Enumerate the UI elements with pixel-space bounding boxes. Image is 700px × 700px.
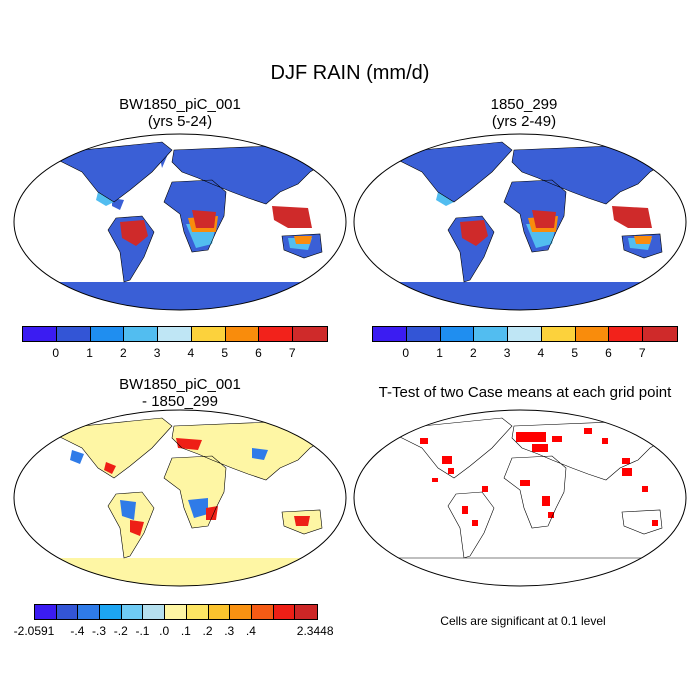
panel-title-case2-line2: (yrs 2-49) (491, 113, 557, 130)
figure-title: DJF RAIN (mm/d) (270, 62, 430, 84)
colorbar-tick-label: -.3 (92, 624, 107, 638)
colorbar-box (186, 605, 209, 619)
coastlines (381, 141, 671, 283)
panel-title-ttest: T-Test of two Case means at each grid po… (378, 384, 672, 401)
significant-cells (420, 428, 658, 526)
panel-title-diff-line1: BW1850_piC_001 (119, 376, 241, 393)
colorbar-tick-label: -.2 (113, 624, 128, 638)
colorbar-box (251, 605, 274, 619)
colorbar-box (406, 327, 441, 341)
colorbar-tick-label: 2 (469, 346, 477, 360)
colorbar-tick-label: .3 (224, 624, 235, 638)
map-diff (13, 409, 347, 587)
colorbar-tick-label: 0 (52, 346, 60, 360)
colorbar-box (474, 327, 509, 341)
colorbar-box (575, 327, 610, 341)
colorbar-box (35, 605, 57, 619)
colorbar-box (273, 605, 296, 619)
colorbar-tick-label: 1 (436, 346, 443, 360)
map-ttest (353, 409, 687, 587)
map-boundary (13, 409, 347, 587)
significance-note: Cells are significant at 0.1 level (440, 614, 606, 628)
coastlines (41, 417, 331, 559)
colorbar-box (643, 327, 677, 341)
colorbar-tick-label: 5 (221, 346, 228, 360)
colorbar-box (100, 605, 122, 619)
colorbar-tick-label: 7 (288, 346, 296, 360)
colorbar-box (90, 327, 125, 341)
diff-negative (70, 448, 268, 520)
colorbar-box (56, 327, 91, 341)
diff-positive (104, 438, 310, 536)
colorbar-tick-label: 1 (86, 346, 93, 360)
coastlines (41, 141, 331, 283)
colorbar-tick-label: -.4 (70, 624, 85, 638)
colorbar-box (609, 327, 644, 341)
panel-title-case1: BW1850_piC_001 (yrs 5-24) (80, 96, 280, 130)
colorbar-tick-label: 0 (402, 346, 410, 360)
colorbar-box (259, 327, 294, 341)
colorbar-diff (34, 604, 318, 620)
map-case2 (353, 133, 687, 311)
map-boundary (353, 409, 687, 587)
colorbar-box (124, 327, 159, 341)
colorbar-box (165, 605, 187, 619)
panel-title-diff: BW1850_piC_001 - 1850_299 (80, 376, 280, 410)
panel-title-case1-line1: BW1850_piC_001 (119, 96, 241, 113)
colorbar-box (56, 605, 79, 619)
colorbar-box (293, 327, 327, 341)
colorbar-tick-label: 5 (571, 346, 578, 360)
panel-title-case2-line1: 1850_299 (490, 96, 558, 113)
colorbar-box (541, 327, 576, 341)
panel-title-case2: 1850_299 (yrs 2-49) (424, 96, 624, 130)
colorbar-tick-label: -2.0591 (13, 624, 55, 638)
colorbar-box (143, 605, 166, 619)
colorbar-box (78, 605, 101, 619)
colorbar-tick-label: 4 (537, 346, 545, 360)
colorbar-tick-label: .0 (159, 624, 170, 638)
colorbar-box (373, 327, 407, 341)
colorbar-box (508, 327, 542, 341)
panel-title-diff-line2: - 1850_299 (142, 393, 218, 410)
colorbar-tick-label: 3 (503, 346, 511, 360)
colorbar-box (440, 327, 475, 341)
colorbar-tick-label: 3 (153, 346, 161, 360)
colorbar-box (225, 327, 260, 341)
colorbar-box (208, 605, 231, 619)
colorbar-tick-label: 7 (638, 346, 646, 360)
colorbar-case1 (22, 326, 328, 342)
colorbar-box (230, 605, 252, 619)
map-boundary (353, 133, 687, 311)
colorbar-tick-label: 4 (187, 346, 195, 360)
colorbar-case2 (372, 326, 678, 342)
colorbar-box (295, 605, 317, 619)
coastlines (381, 417, 671, 559)
colorbar-box (121, 605, 144, 619)
panel-title-case1-line2: (yrs 5-24) (147, 113, 213, 130)
colorbar-tick-label: -.1 (135, 624, 150, 638)
land-wet (120, 206, 312, 246)
colorbar-tick-label: 2.3448 (296, 624, 334, 638)
colorbar-tick-label: 6 (255, 346, 262, 360)
colorbar-tick-label: .2 (202, 624, 213, 638)
colorbar-box (158, 327, 192, 341)
colorbar-tick-label: 2 (119, 346, 127, 360)
land-wet (460, 206, 652, 246)
colorbar-tick-label: 6 (605, 346, 612, 360)
colorbar-tick-label: .4 (245, 624, 256, 638)
colorbar-box (191, 327, 226, 341)
colorbar-tick-label: .1 (180, 624, 191, 638)
map-case1 (13, 133, 347, 311)
map-boundary (13, 133, 347, 311)
colorbar-box (23, 327, 57, 341)
